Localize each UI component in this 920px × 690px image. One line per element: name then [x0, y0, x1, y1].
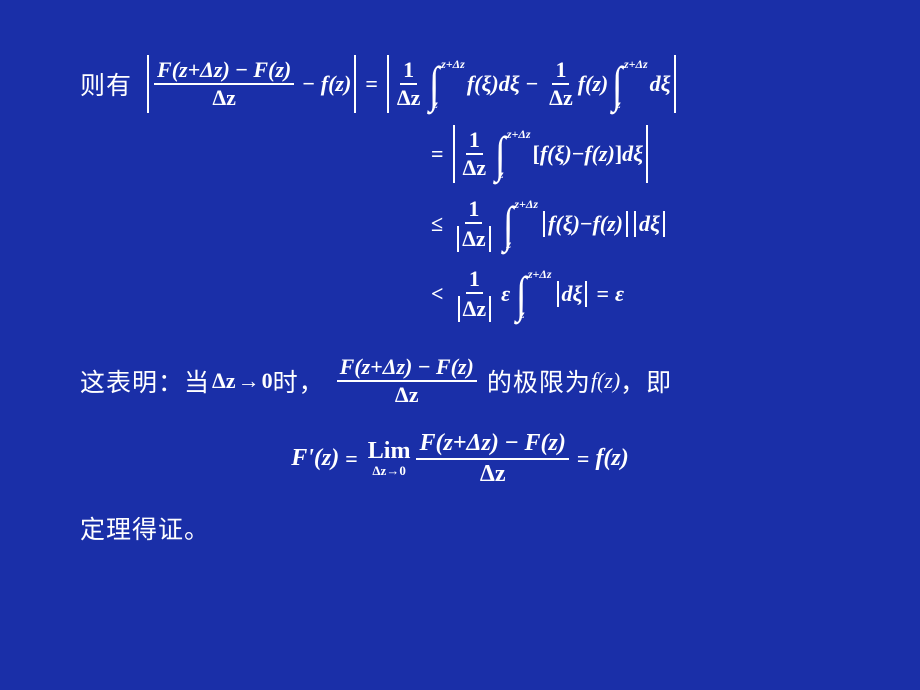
equation-row-3: ≤ 1 Δz ∫ z+Δz z f(ξ) − f(z) — [425, 195, 668, 253]
abs-lhs: F(z+Δz) − F(z) Δz − f(z) — [144, 55, 359, 113]
proof-end: 定理得证。 — [80, 510, 840, 546]
integral-1: ∫ z+Δz z — [427, 58, 464, 110]
integral-2: ∫ z+Δz z — [610, 58, 647, 110]
equation-row-2: = 1 Δz ∫ z+Δz z [ f(ξ) − f(z) ] d — [425, 125, 651, 183]
equation-row-1: 则有 F(z+Δz) − F(z) Δz − f(z) = 1 Δz — [80, 55, 840, 113]
label-then-have: 则有 — [80, 66, 132, 102]
conclusion-row: 这表明：当 Δz → 0 时， F(z+Δz) − F(z) Δz 的极限为 f… — [80, 354, 840, 409]
abs-rhs-1: 1 Δz ∫ z+Δz z f(ξ) dξ − 1 Δz f(z) ∫ z — [384, 55, 679, 113]
frac-difference-quotient: F(z+Δz) − F(z) Δz — [154, 57, 294, 112]
delta-z: Δz — [212, 85, 236, 110]
final-equation: F'(z) = Lim Δz→0 F(z+Δz) − F(z) Δz = f(z… — [80, 429, 840, 489]
conclusion-block: 这表明：当 Δz → 0 时， F(z+Δz) − F(z) Δz 的极限为 f… — [80, 354, 840, 546]
limit-operator: Lim Δz→0 — [368, 438, 411, 479]
frac-diff-quotient-2: F(z+Δz) − F(z) Δz — [337, 354, 477, 409]
equation-row-4: < 1 Δz ε ∫ z+Δz z dξ = ε — [425, 265, 624, 323]
slide-page: 则有 F(z+Δz) − F(z) Δz − f(z) = 1 Δz — [0, 0, 920, 690]
equation-column: = 1 Δz ∫ z+Δz z [ f(ξ) − f(z) ] d — [425, 119, 840, 329]
